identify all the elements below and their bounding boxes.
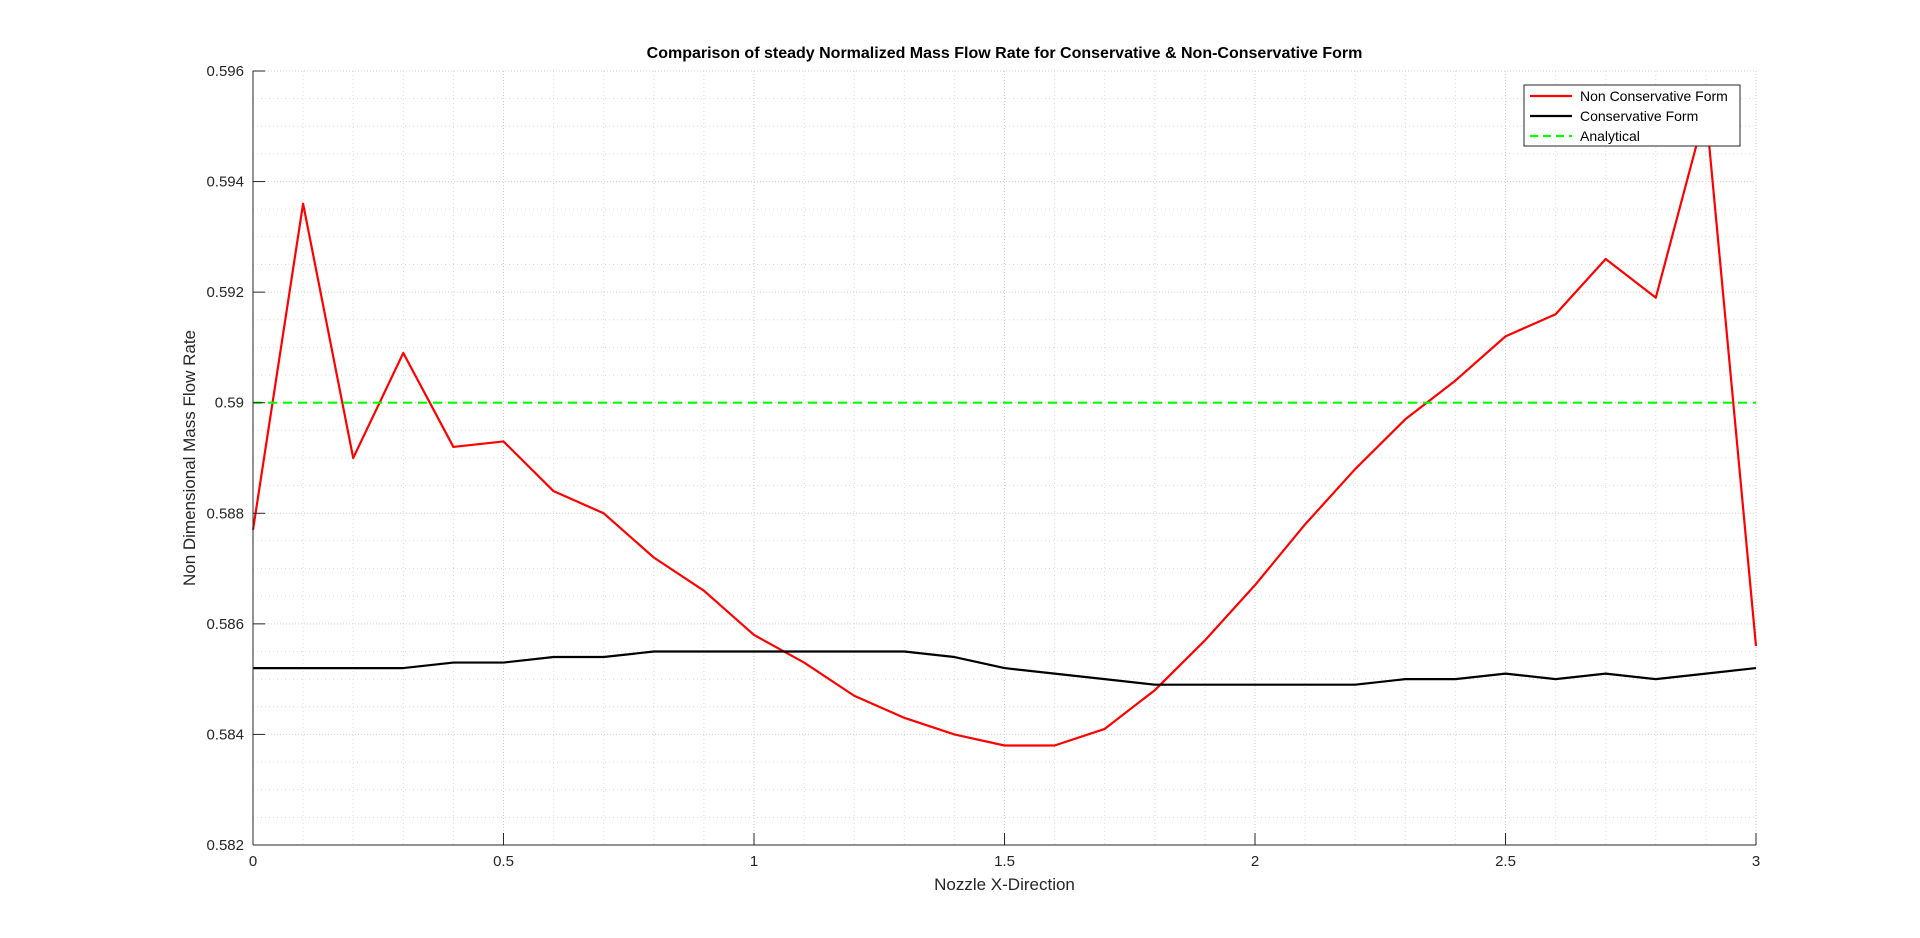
y-tick-label: 0.582 xyxy=(206,837,244,854)
series-layer xyxy=(251,108,1758,747)
x-tick-label: 2.5 xyxy=(1495,853,1516,870)
y-tick-label: 0.592 xyxy=(206,284,244,301)
tick-labels: 0 0.5 1 1.5 2 2.5 3 0.582 0.584 0.586 0.588 0.59 0.5… xyxy=(206,63,1760,870)
x-tick-label: 3 xyxy=(1752,853,1760,870)
legend-label-non-conservative-form: Non Conservative Form xyxy=(1580,88,1728,104)
y-axis-label: Non Dimensional Mass Flow Rate xyxy=(180,330,199,586)
ticks xyxy=(252,70,1757,846)
y-tick-label: 0.586 xyxy=(206,616,244,633)
x-tick-label: 1 xyxy=(750,853,758,870)
y-tick-label: 0.594 xyxy=(206,174,244,191)
x-tick-label: 0.5 xyxy=(493,853,514,870)
series-line-non-conservative-form xyxy=(251,108,1758,747)
y-tick-label: 0.584 xyxy=(206,726,244,743)
legend: Non Conservative Form Conservative Form An… xyxy=(1523,84,1741,147)
x-axis-label: Nozzle X-Direction xyxy=(934,875,1075,894)
y-tick-label: 0.588 xyxy=(206,505,244,522)
legend-label-analytical: Analytical xyxy=(1580,128,1640,144)
x-tick-label: 0 xyxy=(249,853,257,870)
legend-label-conservative-form: Conservative Form xyxy=(1580,108,1698,124)
chart-title: Comparison of steady Normalized Mass Flo… xyxy=(647,45,1363,62)
series-line-conservative-form xyxy=(253,650,1757,686)
x-tick-label: 2 xyxy=(1251,853,1259,870)
y-tick-label: 0.596 xyxy=(206,63,244,80)
x-tick-label: 1.5 xyxy=(994,853,1015,870)
y-tick-label: 0.59 xyxy=(215,395,244,412)
